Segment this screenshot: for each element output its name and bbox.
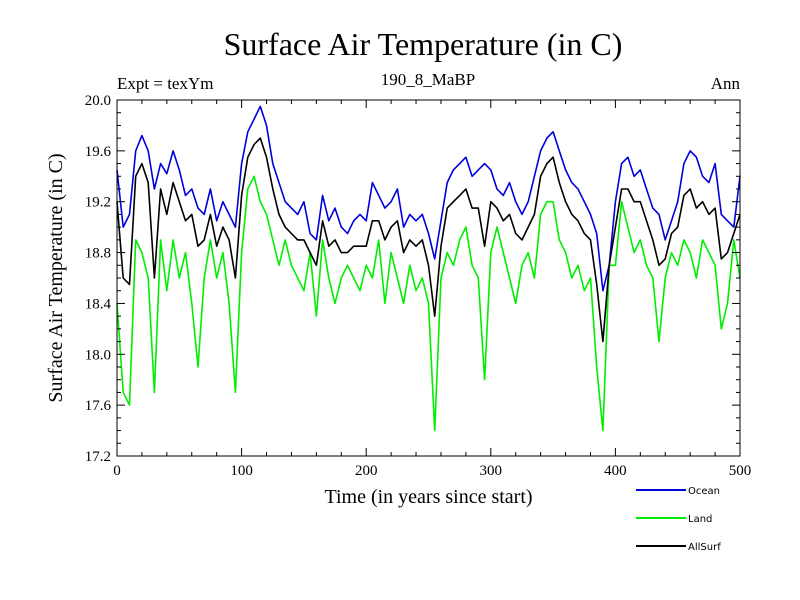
experiment-label: Expt = texYm (117, 74, 214, 93)
x-tick-label: 100 (230, 463, 253, 479)
series-line-allsurf (116, 137, 741, 343)
x-tick-label: 200 (355, 463, 378, 479)
x-tick-label: 400 (604, 463, 627, 479)
y-tick-label: 18.0 (85, 347, 111, 363)
legend-label-allsurf: AllSurf (688, 542, 721, 553)
y-tick-label: 18.8 (85, 246, 111, 262)
y-tick-label: 20.0 (85, 93, 111, 109)
x-tick-label: 0 (113, 463, 121, 479)
plot-frame (116, 99, 741, 457)
x-axis-label: Time (in years since start) (324, 486, 532, 508)
y-tick-label: 19.2 (85, 195, 111, 211)
y-tick-label: 17.2 (85, 449, 111, 465)
series-line-land (116, 175, 741, 432)
y-tick-label: 18.4 (85, 296, 112, 312)
y-tick-label: 17.6 (85, 398, 112, 414)
y-axis-label: Surface Air Temperature (in C) (45, 153, 67, 402)
x-tick-label: 500 (729, 463, 752, 479)
chart-title: Surface Air Temperature (in C) (223, 26, 623, 62)
y-tick-label: 19.6 (85, 144, 112, 160)
x-tick-label: 300 (480, 463, 503, 479)
legend-label-ocean: Ocean (688, 486, 720, 497)
series-line-ocean (116, 105, 741, 292)
chart-subtitle: 190_8_MaBP (380, 70, 476, 89)
legend-label-land: Land (688, 514, 712, 525)
season-label: Ann (710, 74, 740, 93)
